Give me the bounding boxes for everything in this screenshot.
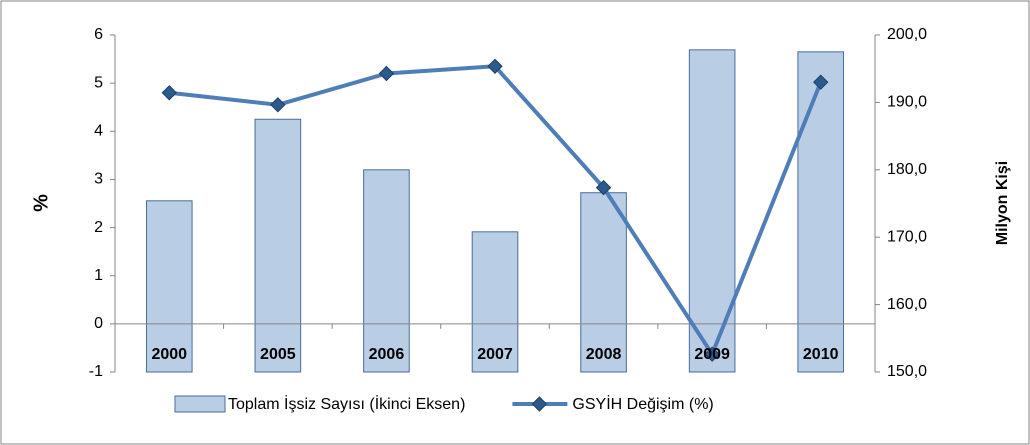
x-tick-label: 2000 bbox=[151, 346, 187, 363]
x-tick-label: 2006 bbox=[369, 346, 405, 363]
y2-tick-label: 170,0 bbox=[887, 228, 927, 245]
line-marker bbox=[378, 65, 395, 82]
y2-tick-label: 150,0 bbox=[887, 363, 927, 380]
x-tick-label: 2005 bbox=[260, 346, 296, 363]
y-tick-label: 0 bbox=[94, 315, 103, 332]
bar bbox=[797, 51, 845, 373]
y2-tick-label: 200,0 bbox=[887, 26, 927, 43]
line-marker bbox=[813, 74, 829, 90]
line-marker bbox=[487, 58, 503, 75]
bar bbox=[145, 200, 193, 373]
y2-tick-label: 160,0 bbox=[887, 296, 927, 313]
line-marker bbox=[270, 97, 286, 113]
bar bbox=[580, 192, 627, 373]
y-tick-label: 6 bbox=[94, 26, 103, 43]
y2-tick-label: 190,0 bbox=[887, 94, 927, 111]
line-marker bbox=[595, 179, 612, 196]
bar bbox=[363, 169, 410, 373]
y-tick-label: 3 bbox=[94, 171, 103, 188]
x-tick-label: 2008 bbox=[586, 346, 622, 363]
y-axis-label: % bbox=[30, 194, 52, 212]
y2-tick-label: 180,0 bbox=[887, 161, 927, 178]
x-tick-label: 2010 bbox=[803, 346, 839, 363]
legend-swatch bbox=[174, 395, 226, 413]
legend-label: Toplam İşsiz Sayısı (İkinci Eksen) bbox=[228, 394, 465, 413]
x-tick-label: 2009 bbox=[694, 346, 730, 363]
y2-axis-label: Milyon Kişi bbox=[994, 161, 1011, 245]
bar bbox=[254, 118, 302, 373]
y-tick-label: 2 bbox=[94, 219, 103, 236]
bar bbox=[471, 231, 519, 373]
y-tick-label: 4 bbox=[94, 123, 103, 140]
legend-label: GSYİH Değişim (%) bbox=[572, 394, 713, 413]
legend-marker bbox=[531, 396, 548, 412]
y-tick-label: 5 bbox=[94, 74, 103, 91]
line-marker bbox=[161, 85, 177, 101]
x-tick-label: 2007 bbox=[477, 346, 513, 363]
y-tick-label: -1 bbox=[89, 363, 103, 380]
y-tick-label: 1 bbox=[94, 267, 103, 284]
line-marker bbox=[704, 346, 720, 362]
